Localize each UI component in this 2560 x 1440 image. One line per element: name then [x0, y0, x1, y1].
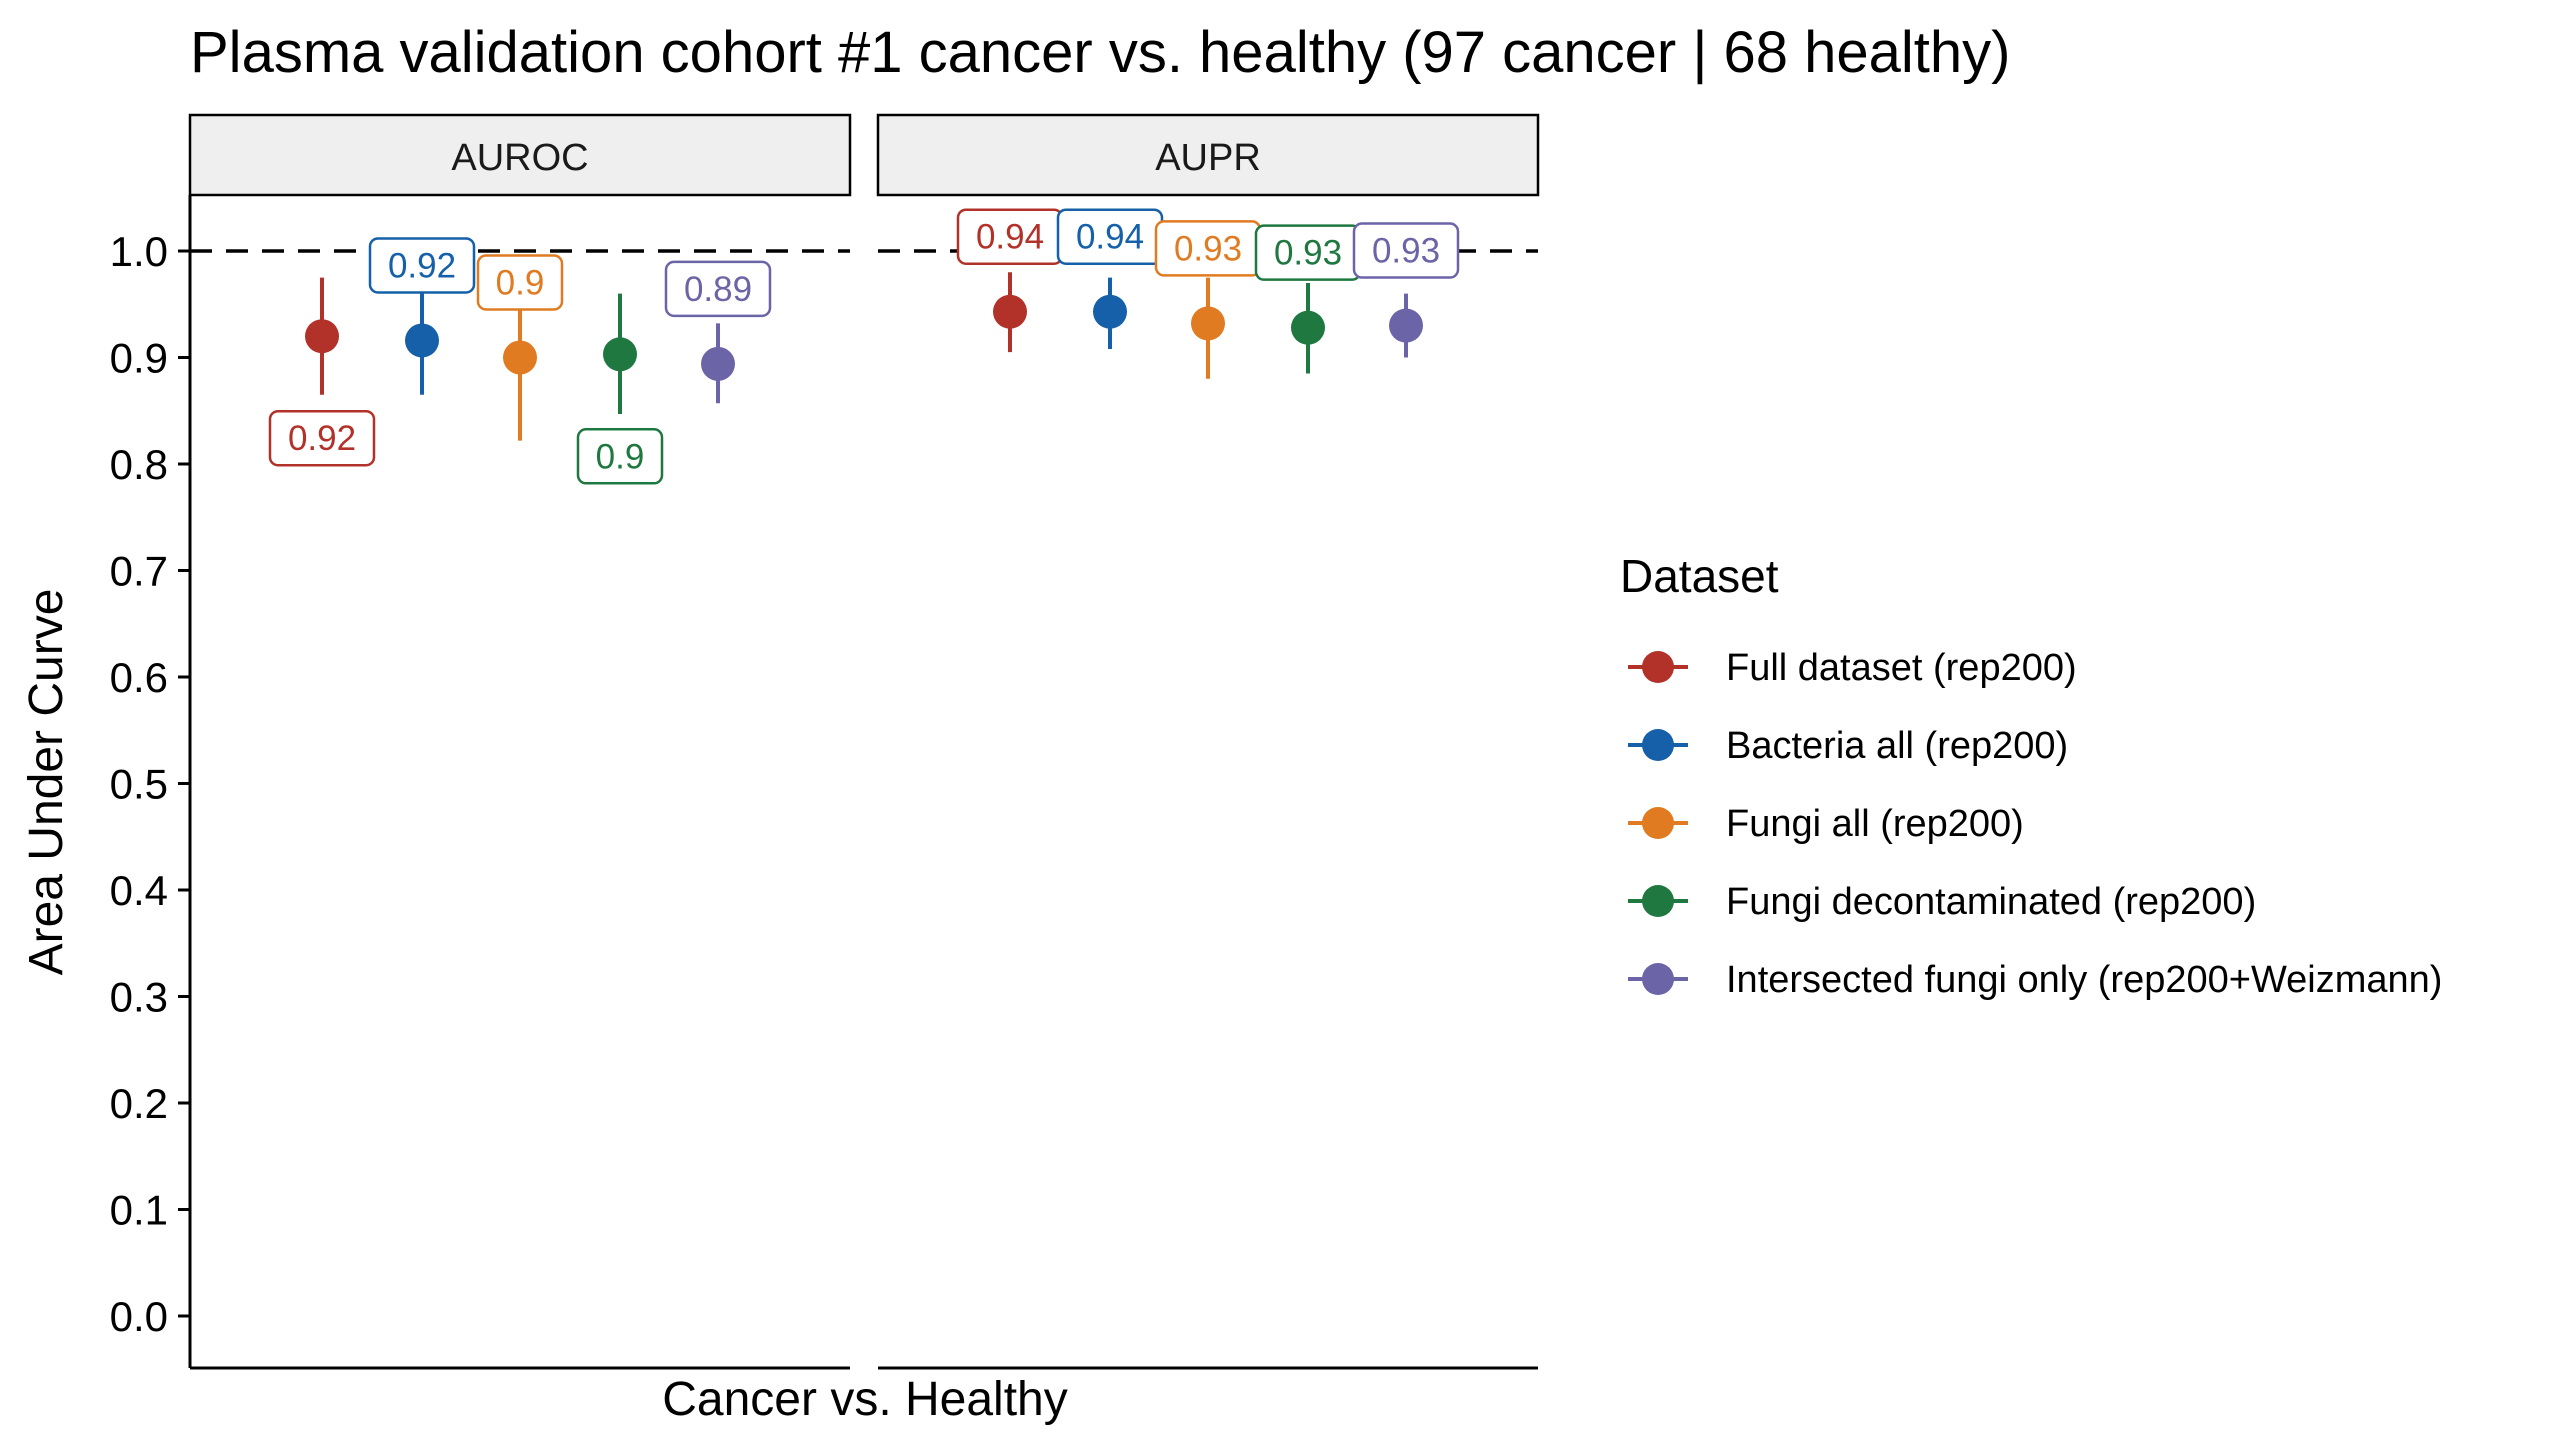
data-label-box: [664, 260, 772, 318]
legend-key-point: [1642, 807, 1674, 839]
y-axis-title: Area Under Curve: [20, 589, 73, 976]
data-label-box: [476, 254, 564, 311]
legend-items: Full dataset (rep200) Bacteria all (rep20…: [1628, 647, 2442, 1001]
data-point-group: 0.93: [1154, 220, 1262, 379]
y-tick-label: 0.3: [110, 974, 168, 1021]
strip-label: AUROC: [451, 137, 588, 179]
data-point-group: 0.94: [956, 208, 1064, 353]
data-point: [305, 319, 339, 354]
legend-item: Bacteria all (rep200): [1628, 725, 2068, 767]
data-point-group: 0.9: [476, 254, 564, 441]
y-tick-label: 0.2: [110, 1080, 168, 1127]
data-label: 0.93: [1274, 234, 1342, 273]
legend-label: Bacteria all (rep200): [1726, 725, 2068, 767]
data-label-box: [368, 237, 476, 294]
legend-item: Intersected fungi only (rep200+Weizmann): [1628, 959, 2442, 1001]
data-label: 0.89: [684, 270, 752, 309]
panel-aupr: AUPR: [876, 113, 1540, 1370]
data-point-group: 0.94: [1056, 208, 1164, 349]
legend: Dataset Full dataset (rep200) Bacteria al…: [1620, 550, 2442, 1001]
chart-marks: 0.92 0.92 0.9 0.9 0.89 0.94 0.94 0.93 0.93 0.93: [268, 208, 1460, 485]
legend-item: Fungi all (rep200): [1628, 803, 2024, 845]
y-tick-label: 0.1: [110, 1187, 168, 1234]
legend-label: Fungi decontaminated (rep200): [1726, 881, 2256, 923]
x-axis-title: Cancer vs. Healthy: [662, 1373, 1068, 1426]
data-point: [1191, 306, 1225, 341]
data-point: [1093, 294, 1127, 329]
data-point-group: 0.89: [664, 260, 772, 404]
strip-background: [188, 113, 852, 197]
data-label-box: [1352, 222, 1460, 279]
y-tick-label: 0.0: [110, 1293, 168, 1340]
data-point: [701, 346, 735, 381]
data-label: 0.94: [1076, 218, 1144, 257]
y-tick-label: 0.5: [110, 761, 168, 808]
legend-key-point: [1642, 885, 1674, 917]
legend-key-point: [1642, 963, 1674, 995]
data-point: [1291, 310, 1325, 345]
legend-label: Intersected fungi only (rep200+Weizmann): [1726, 959, 2442, 1001]
data-label: 0.94: [976, 218, 1044, 257]
strip-label: AUPR: [1155, 137, 1261, 179]
data-point: [603, 337, 637, 372]
legend-item: Fungi decontaminated (rep200): [1628, 881, 2256, 923]
data-point-group: 0.92: [268, 277, 376, 467]
data-point: [503, 340, 537, 375]
facet-panels: AUROC AUPR: [188, 113, 1540, 1370]
panel-auroc: AUROC: [188, 113, 852, 1370]
y-tick-label: 0.4: [110, 867, 168, 914]
legend-title: Dataset: [1620, 550, 1779, 602]
chart-title: Plasma validation cohort #1 cancer vs. h…: [190, 20, 2011, 85]
data-label: 0.9: [496, 264, 545, 303]
data-point-group: 0.92: [368, 237, 476, 395]
legend-key-point: [1642, 651, 1674, 683]
legend-item: Full dataset (rep200): [1628, 647, 2077, 689]
data-label: 0.92: [288, 419, 356, 458]
y-tick-label: 1.0: [110, 228, 168, 275]
data-point-group: 0.9: [576, 293, 664, 485]
y-tick-label: 0.8: [110, 441, 168, 488]
legend-label: Fungi all (rep200): [1726, 803, 2024, 845]
y-tick-label: 0.6: [110, 654, 168, 701]
data-label-box: [268, 409, 376, 467]
strip-background: [876, 113, 1540, 197]
data-label: 0.93: [1372, 232, 1440, 271]
data-label: 0.93: [1174, 229, 1242, 268]
data-point-group: 0.93: [1352, 222, 1460, 358]
data-label: 0.9: [596, 437, 645, 476]
y-tick-label: 0.9: [110, 335, 168, 382]
data-point: [993, 294, 1027, 329]
data-point: [405, 323, 439, 358]
data-label-box: [576, 428, 664, 485]
y-axis: 0.0 0.1 0.2 0.3 0.4 0.5 0.6 0.7 0.8 0.9 1.0: [110, 195, 192, 1368]
legend-label: Full dataset (rep200): [1726, 647, 2077, 689]
data-point-group: 0.93: [1254, 224, 1362, 374]
legend-key-point: [1642, 729, 1674, 761]
data-label: 0.92: [388, 246, 456, 285]
data-point: [1389, 308, 1423, 343]
y-tick-label: 0.7: [110, 548, 168, 595]
